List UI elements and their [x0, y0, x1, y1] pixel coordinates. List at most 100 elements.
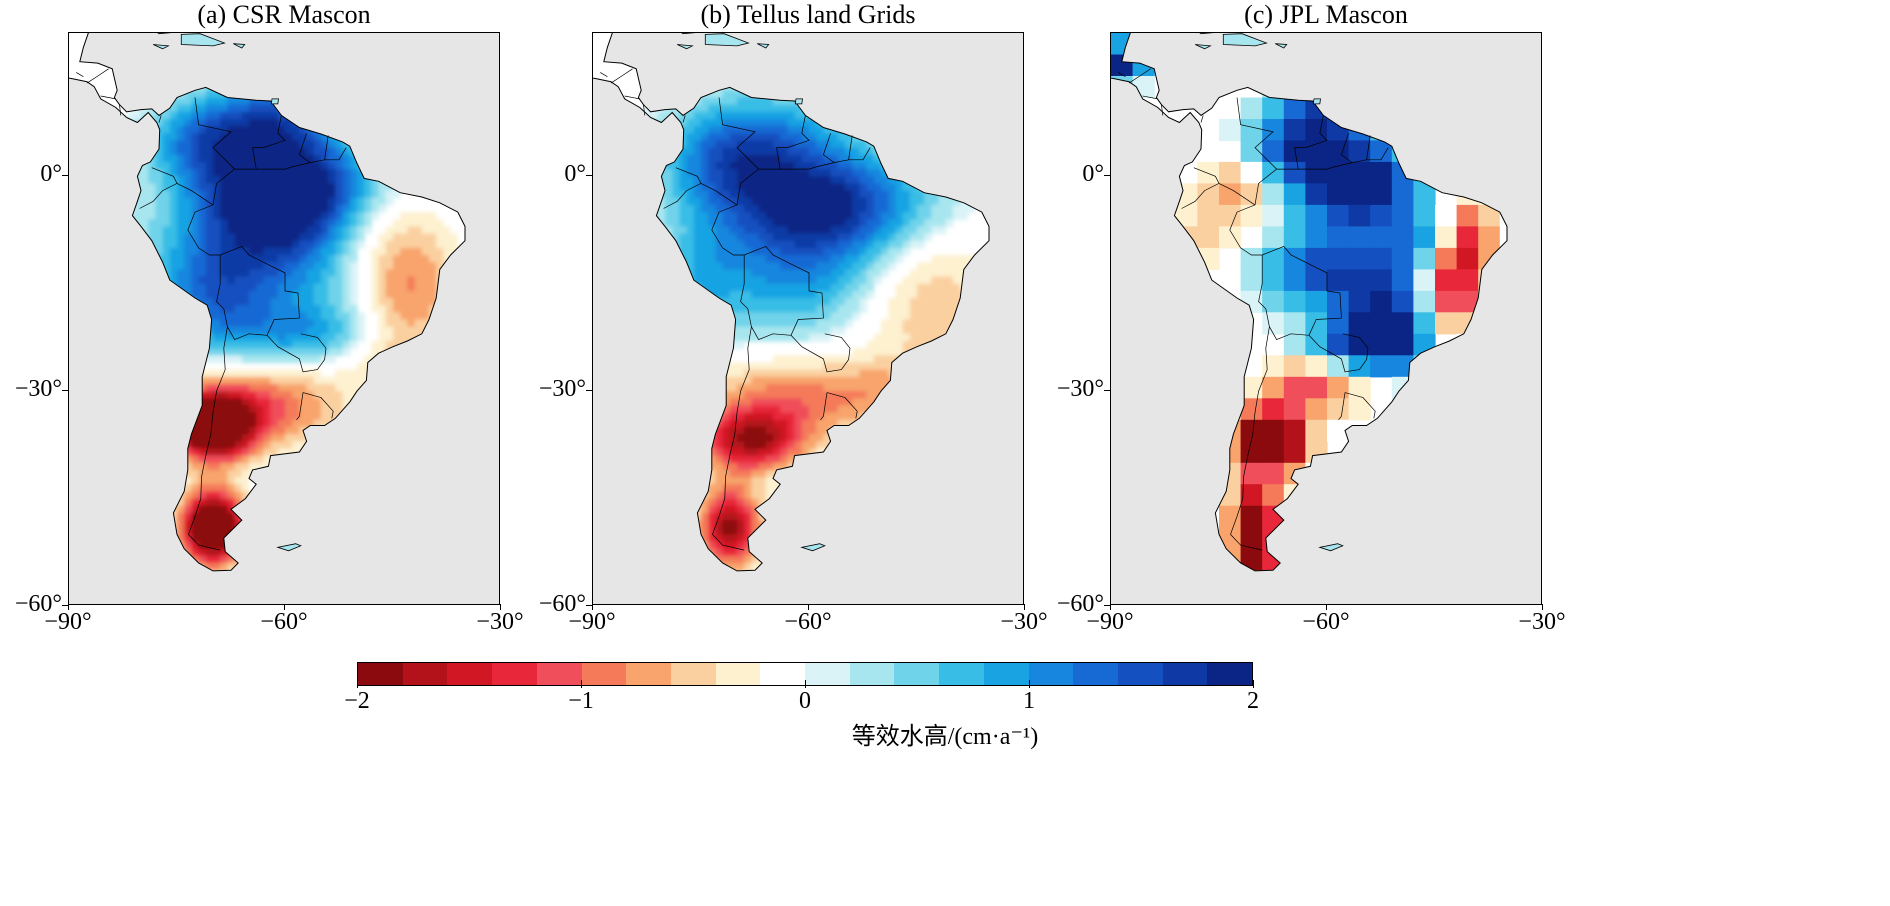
x-tick-mark: [1110, 604, 1111, 610]
colorbar-tick-label: 1: [1023, 688, 1035, 714]
panel-title: (b) Tellus land Grids: [700, 0, 916, 29]
colorbar-swatch: [402, 663, 448, 685]
colorbar-tick-mark: [1253, 680, 1254, 688]
country-border: [1276, 115, 1328, 170]
country-border: [780, 147, 871, 170]
country-border: [76, 72, 84, 78]
map-panel-3: (c) JPL Mascon 0° −30° −60° −90° −60° −30°: [1042, 0, 1566, 640]
x-tick-label: −60°: [784, 609, 832, 635]
coastline: [1111, 33, 1508, 572]
map-frame: [592, 32, 1024, 605]
country-border: [1338, 392, 1346, 421]
colorbar-tick-label: 2: [1247, 688, 1259, 714]
y-tick-mark: [586, 605, 592, 606]
colorbar-swatch: [849, 663, 895, 685]
colorbar-tick-label: 0: [799, 688, 811, 714]
country-border: [216, 255, 268, 341]
country-border: [220, 245, 300, 336]
island: [153, 44, 170, 50]
colorbar-swatch: [1162, 663, 1208, 685]
y-tick-label: −60°: [538, 591, 586, 617]
country-border: [266, 333, 327, 373]
country-border: [682, 115, 686, 123]
colorbar-swatch: [492, 663, 537, 685]
panel-title: (c) JPL Mascon: [1244, 0, 1408, 29]
x-tick-label: −60°: [1302, 609, 1350, 635]
map-panel-1: (a) CSR Mascon 0° −30° −60° −90° −60° −30°: [0, 0, 524, 640]
country-border: [700, 183, 738, 206]
x-tick-label: −30°: [1518, 609, 1566, 635]
country-border: [718, 97, 759, 170]
country-border: [643, 104, 646, 116]
country-border: [1366, 135, 1371, 160]
country-border: [1218, 183, 1256, 206]
y-tick-mark: [62, 175, 68, 177]
colorbar-swatch: [760, 663, 806, 685]
y-tick-mark: [586, 175, 592, 177]
y-tick-label: −30°: [1056, 376, 1104, 403]
island: [270, 98, 279, 105]
x-tick-label: −30°: [1000, 609, 1048, 635]
country-border: [1161, 104, 1164, 116]
island: [1222, 33, 1268, 47]
colorbar-swatch: [536, 663, 582, 685]
x-tick-label: −90°: [568, 609, 616, 635]
country-border: [1230, 326, 1270, 551]
map-frame: [68, 32, 500, 605]
anomaly-field: [97, 54, 465, 571]
colorbar-swatch: [1073, 663, 1118, 685]
colorbar-tick-mark: [805, 680, 806, 688]
country-border: [600, 72, 608, 78]
island: [1195, 44, 1212, 50]
y-tick-label: −30°: [538, 376, 586, 403]
country-border: [1236, 97, 1277, 170]
colorbar-swatch: [670, 663, 716, 685]
y-tick-mark: [586, 390, 592, 392]
y-tick-mark: [62, 605, 68, 606]
island: [704, 33, 750, 47]
country-border: [740, 255, 792, 341]
country-border: [188, 326, 228, 551]
country-border: [826, 392, 858, 419]
island: [1318, 543, 1344, 552]
island: [757, 43, 770, 49]
island: [1275, 43, 1288, 49]
country-border: [822, 133, 835, 163]
colorbar-label: 等效水高/(cm·a⁻¹): [851, 724, 1039, 750]
colorbar-swatch: [1117, 663, 1163, 685]
colorbar-tick-mark: [1029, 680, 1030, 688]
x-tick-mark: [808, 604, 809, 610]
colorbar-swatch: [447, 663, 493, 685]
colorbar-swatch: [715, 663, 761, 685]
country-border: [790, 333, 851, 373]
colorbar-swatch: [805, 663, 850, 685]
island: [1199, 33, 1214, 35]
y-tick-mark: [1104, 175, 1110, 177]
colorbar-swatch: [1028, 663, 1074, 685]
country-border: [744, 245, 824, 336]
country-border: [139, 167, 178, 209]
anomaly-map: [593, 33, 990, 572]
island: [276, 543, 302, 552]
y-tick-label: 0°: [564, 161, 586, 188]
colorbar-tick-label: −2: [344, 688, 370, 714]
x-tick-mark: [500, 604, 501, 610]
x-tick-label: −90°: [44, 609, 92, 635]
country-border: [1298, 147, 1389, 170]
island: [800, 543, 826, 552]
y-tick-label: −60°: [1056, 591, 1104, 617]
y-tick-mark: [62, 390, 68, 392]
country-border: [296, 392, 304, 421]
colorbar-swatch: [1207, 663, 1253, 685]
country-border: [86, 68, 109, 84]
colorbar-tick-label: −1: [568, 688, 594, 714]
x-tick-label: −30°: [476, 609, 524, 635]
island: [677, 44, 694, 50]
country-border: [256, 147, 347, 170]
country-border: [1258, 255, 1310, 341]
country-border: [610, 68, 633, 84]
country-border: [1308, 333, 1369, 373]
colorbar-tick-mark: [581, 680, 582, 688]
y-tick-mark: [1104, 390, 1110, 392]
y-tick-label: 0°: [40, 161, 62, 188]
